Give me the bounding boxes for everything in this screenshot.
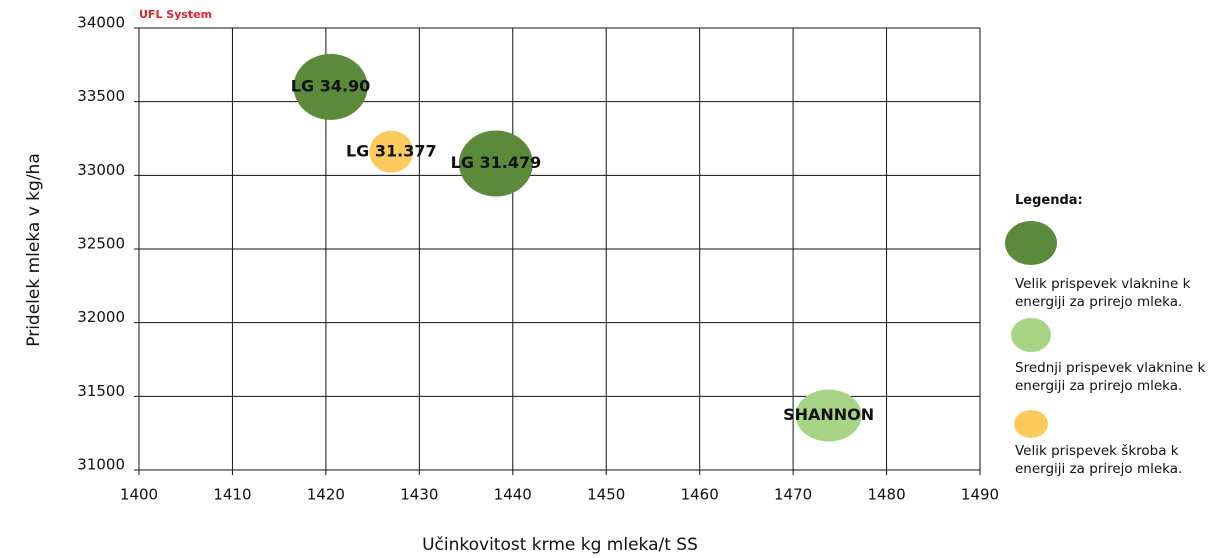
point-label: LG 34.90	[291, 76, 371, 95]
legend-label: Velik prispevek škroba k energiji za pri…	[1015, 443, 1183, 477]
bubble	[458, 130, 533, 197]
point-label: LG 31.377	[346, 141, 437, 160]
legend-swatch	[1011, 318, 1051, 352]
bubble	[369, 130, 414, 173]
x-tick-label: 1460	[681, 486, 719, 504]
y-tick-label: 33000	[77, 161, 125, 179]
y-axis-label: Pridelek mleka v kg/ha	[24, 153, 44, 346]
point-label: LG 31.479	[451, 153, 542, 172]
x-tick-label: 1440	[494, 486, 532, 504]
legend-swatch	[1005, 221, 1057, 265]
x-tick-label: 1430	[400, 486, 438, 504]
y-tick-label: 32000	[77, 308, 125, 326]
y-tick-label: 32500	[77, 235, 125, 253]
y-tick-label: 34000	[77, 14, 125, 32]
x-tick-label: 1420	[307, 486, 345, 504]
y-tick-label: 31500	[77, 382, 125, 400]
x-tick-label: 1490	[961, 486, 999, 504]
bubble	[293, 53, 368, 120]
x-tick-label: 1410	[213, 486, 251, 504]
x-tick-label: 1450	[587, 486, 625, 504]
chart-title: UFL System	[139, 8, 212, 21]
legend-label: Velik prispevek vlaknine k energiji za p…	[1015, 276, 1191, 310]
point-label: SHANNON	[783, 405, 874, 424]
legend-title: Legenda:	[1015, 193, 1083, 208]
y-tick-label: 33500	[77, 87, 125, 105]
x-tick-label: 1400	[120, 486, 158, 504]
legend-swatch	[1014, 410, 1048, 438]
y-tick-label: 31000	[77, 456, 125, 474]
x-tick-label: 1480	[867, 486, 905, 504]
x-tick-label: 1470	[774, 486, 812, 504]
legend-label: Srednji prispevek vlaknine k energiji za…	[1015, 360, 1206, 394]
x-axis-label: Učinkovitost krme kg mleka/t SS	[422, 535, 698, 555]
bubble	[795, 389, 862, 442]
